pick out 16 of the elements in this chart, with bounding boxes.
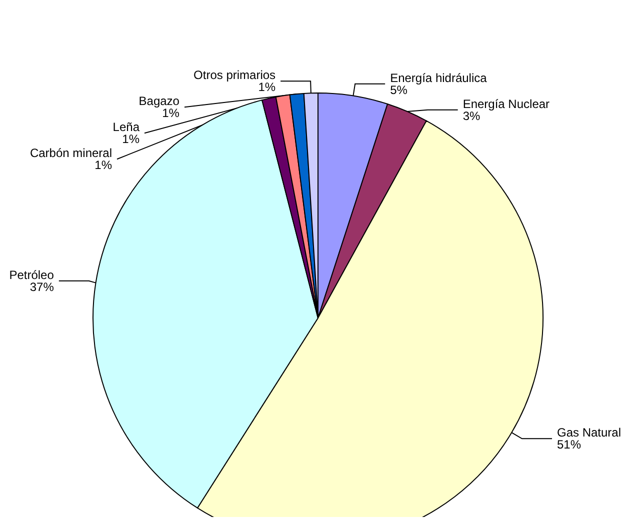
slice-label: Bagazo — [138, 94, 180, 108]
data-label: 3% — [462, 108, 480, 123]
slice-label: Energía Nuclear — [462, 96, 550, 111]
data-label: 5% — [390, 82, 408, 97]
slice-label: Otros primarios — [194, 68, 276, 82]
data-label: 1% — [122, 132, 140, 146]
slice-label: Energía hidráulica — [390, 70, 488, 85]
data-label: 37% — [30, 280, 54, 294]
slice-label: Carbón mineral — [30, 146, 112, 160]
data-label: 51% — [556, 438, 582, 452]
slice-label: Gas Natural — [556, 426, 622, 440]
data-label: 1% — [258, 80, 276, 94]
slice-label: Leña — [112, 120, 140, 134]
data-label: 1% — [94, 158, 112, 172]
slice-label: Petróleo — [9, 268, 54, 282]
data-label: 1% — [162, 106, 180, 120]
